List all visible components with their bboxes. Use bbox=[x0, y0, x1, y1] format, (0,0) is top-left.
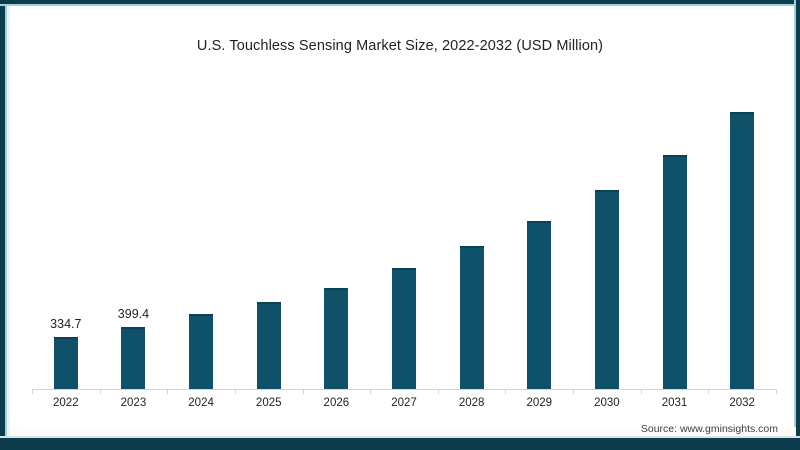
bar-slot-2032 bbox=[708, 80, 776, 390]
bar-2031[interactable] bbox=[662, 155, 687, 390]
frame-accent-top bbox=[0, 4, 800, 6]
bar-2029[interactable] bbox=[527, 220, 552, 390]
bar-2025[interactable] bbox=[256, 302, 281, 390]
frame-border-bottom bbox=[0, 438, 800, 450]
bar-value-label-2022: 334.7 bbox=[50, 317, 82, 332]
bar-value-label-2023: 399.4 bbox=[117, 306, 150, 321]
bar-slot-2031 bbox=[641, 80, 709, 390]
bar-slot-2030 bbox=[573, 80, 641, 390]
x-axis-label-2023: 2023 bbox=[120, 397, 147, 409]
bar-slot-2027 bbox=[370, 80, 438, 390]
x-axis-labels: 2022 2023 2024 2025 2026 2027 2028 2029 2030 2031… bbox=[32, 397, 776, 417]
x-axis-label-2030: 2030 bbox=[594, 397, 620, 409]
bar-slot-2026 bbox=[303, 80, 371, 390]
bar-slot-2022: 334.7 bbox=[32, 80, 100, 390]
frame-inner-fill bbox=[10, 427, 796, 436]
source-note: Source: www.gminsights.com bbox=[640, 423, 778, 435]
x-axis-tick-9 bbox=[640, 389, 642, 394]
x-axis-label-2026: 2026 bbox=[323, 397, 350, 409]
x-axis-tick-1 bbox=[99, 389, 101, 394]
x-axis-tick-8 bbox=[573, 389, 575, 394]
bar-2024[interactable] bbox=[189, 314, 214, 390]
bar-2026[interactable] bbox=[324, 288, 349, 390]
frame-border-left bbox=[0, 0, 5, 450]
bar-slot-2023: 399.4 bbox=[100, 80, 168, 390]
x-axis-tick-10 bbox=[708, 389, 710, 394]
bar-2027[interactable] bbox=[391, 268, 416, 390]
frame-accent-right bbox=[794, 0, 796, 450]
x-axis-tick-4 bbox=[302, 389, 304, 394]
bar-slot-2025 bbox=[235, 80, 303, 390]
frame-accent-left bbox=[5, 0, 7, 450]
x-axis-label-2032: 2032 bbox=[729, 397, 755, 409]
x-axis-tick-3 bbox=[234, 389, 236, 394]
bar-2030[interactable] bbox=[594, 189, 619, 390]
x-axis-tick-end bbox=[776, 389, 777, 394]
frame-accent-left-2 bbox=[7, 0, 10, 450]
x-axis-line bbox=[32, 389, 776, 390]
bar-slot-2029 bbox=[505, 80, 573, 390]
x-axis-label-2025: 2025 bbox=[255, 397, 282, 409]
bar-slot-2024 bbox=[167, 80, 235, 390]
frame-accent-bottom bbox=[0, 436, 800, 438]
x-axis-label-2027: 2027 bbox=[391, 397, 417, 409]
x-axis-label-2029: 2029 bbox=[526, 397, 553, 409]
x-axis-tick-2 bbox=[167, 389, 169, 394]
x-axis-tick-0 bbox=[32, 389, 33, 394]
x-axis-tick-5 bbox=[370, 389, 372, 394]
x-axis-label-2028: 2028 bbox=[458, 397, 485, 409]
bar-series: 334.7 399.4 bbox=[32, 80, 776, 390]
x-axis-tick-6 bbox=[437, 389, 439, 394]
bar-2022[interactable] bbox=[53, 337, 78, 390]
x-axis-tick-7 bbox=[505, 389, 507, 394]
bar-2028[interactable] bbox=[459, 246, 484, 390]
frame-border-right bbox=[796, 0, 800, 450]
bar-slot-2028 bbox=[438, 80, 506, 390]
plot-area: 334.7 399.4 bbox=[32, 80, 777, 394]
chart-title: U.S. Touchless Sensing Market Size, 2022… bbox=[196, 38, 604, 54]
x-axis-label-2022: 2022 bbox=[53, 397, 79, 409]
x-axis-label-2024: 2024 bbox=[188, 397, 214, 409]
bar-2023[interactable] bbox=[121, 326, 146, 390]
frame-border-top bbox=[0, 0, 800, 4]
x-axis-label-2031: 2031 bbox=[661, 397, 688, 409]
bar-2032[interactable] bbox=[730, 111, 755, 390]
